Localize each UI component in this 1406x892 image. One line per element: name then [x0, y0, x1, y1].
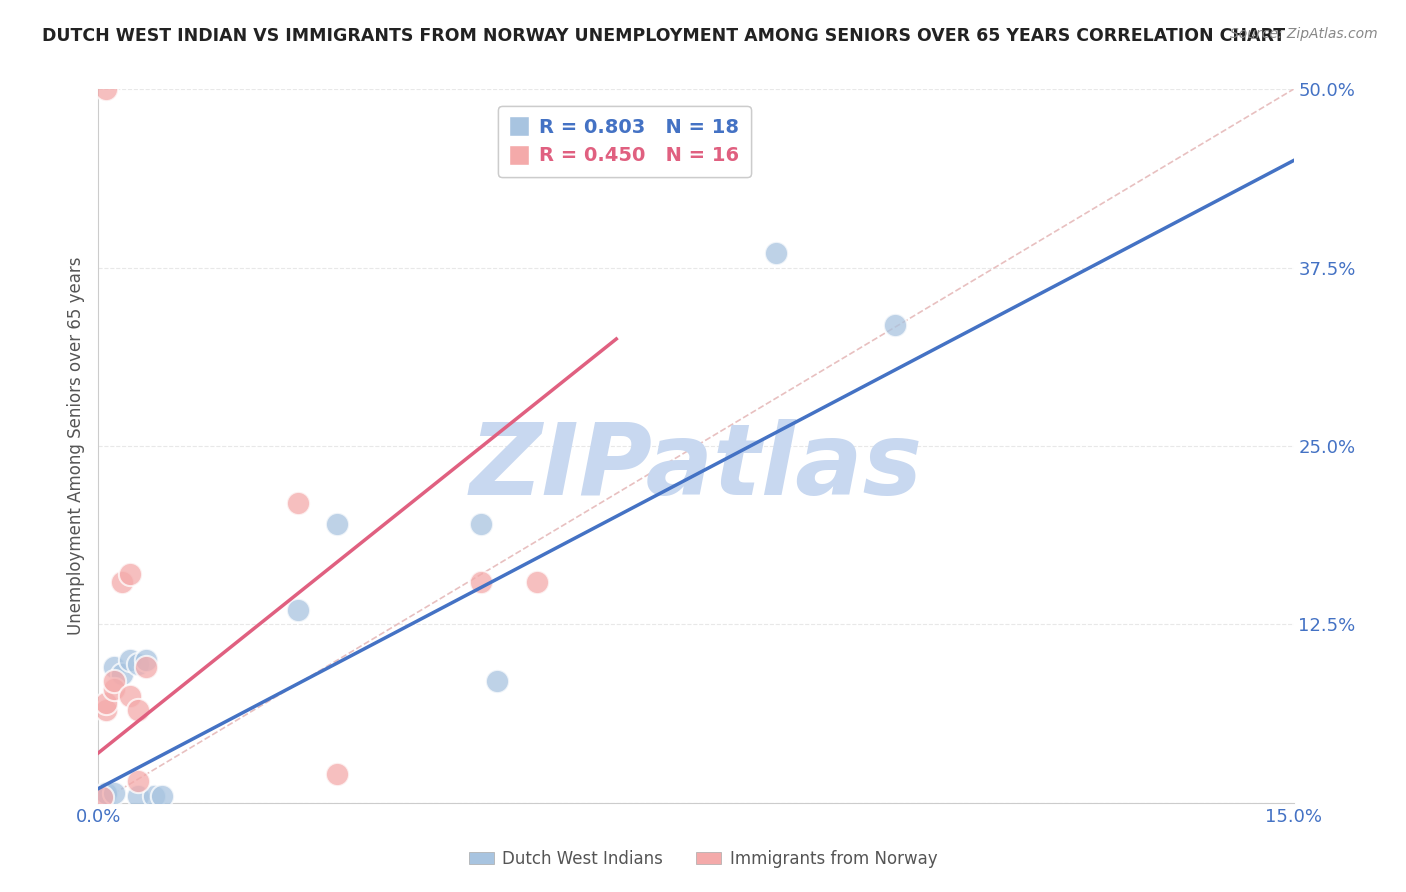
Point [96, 82, 118, 96]
Text: DUTCH WEST INDIAN VS IMMIGRANTS FROM NORWAY UNEMPLOYMENT AMONG SENIORS OVER 65 Y: DUTCH WEST INDIAN VS IMMIGRANTS FROM NOR… [42, 27, 1285, 45]
Point [103, 786, 125, 800]
Point [884, 318, 907, 332]
Point [127, 789, 149, 803]
Point [127, 703, 149, 717]
Point [470, 574, 492, 589]
Point [120, 567, 142, 582]
Point [135, 653, 157, 667]
Point [111, 574, 134, 589]
Point [120, 653, 142, 667]
Point [287, 496, 309, 510]
Point [326, 767, 349, 781]
Y-axis label: Unemployment Among Seniors over 65 years: Unemployment Among Seniors over 65 years [66, 257, 84, 635]
Point [103, 660, 125, 674]
Point [120, 689, 142, 703]
Point [96, 789, 118, 803]
Point [135, 660, 157, 674]
Point [326, 517, 349, 532]
Text: Source: ZipAtlas.com: Source: ZipAtlas.com [1230, 27, 1378, 41]
Text: ZIPatlas: ZIPatlas [470, 419, 922, 516]
Point [127, 774, 149, 789]
Point [103, 681, 125, 696]
Point [485, 674, 508, 689]
Point [287, 603, 309, 617]
Point [150, 789, 173, 803]
Point [111, 667, 134, 681]
Point [96, 786, 118, 800]
Point [96, 703, 118, 717]
Point [470, 517, 492, 532]
Point [91, 790, 114, 805]
Point [765, 246, 787, 260]
Point [91, 790, 114, 805]
Point [96, 696, 118, 710]
Legend: R = 0.803   N = 18, R = 0.450   N = 16: R = 0.803 N = 18, R = 0.450 N = 16 [498, 106, 751, 178]
Legend: Dutch West Indians, Immigrants from Norway: Dutch West Indians, Immigrants from Norw… [463, 844, 943, 875]
Point [526, 574, 548, 589]
Point [103, 674, 125, 689]
Point [127, 657, 149, 672]
Point [143, 789, 166, 803]
